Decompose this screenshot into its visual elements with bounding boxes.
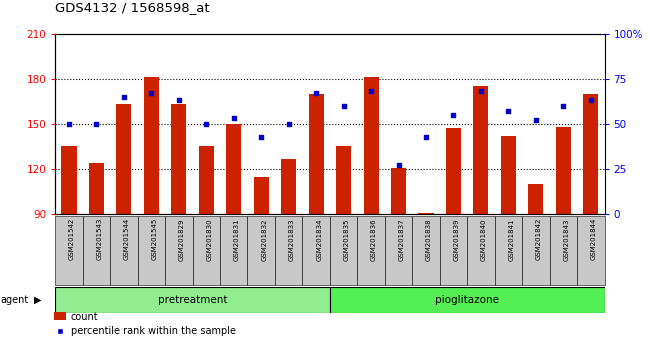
Point — [64, 121, 74, 127]
Bar — [583, 94, 598, 214]
Bar — [83, 216, 110, 285]
Bar — [281, 159, 296, 214]
Bar — [412, 216, 439, 285]
Bar — [220, 216, 248, 285]
Bar — [254, 177, 268, 214]
Bar — [391, 167, 406, 214]
Bar — [550, 216, 577, 285]
Text: GSM201836: GSM201836 — [371, 218, 377, 261]
Bar — [89, 163, 104, 214]
Text: GSM201830: GSM201830 — [206, 218, 213, 261]
Point — [311, 90, 321, 96]
Point — [530, 118, 541, 123]
Text: GDS4132 / 1568598_at: GDS4132 / 1568598_at — [55, 1, 210, 14]
Point — [174, 98, 184, 103]
Text: GSM201838: GSM201838 — [426, 218, 432, 261]
Bar — [330, 216, 358, 285]
Bar — [138, 216, 165, 285]
Text: GSM201835: GSM201835 — [344, 218, 350, 261]
Text: GSM201840: GSM201840 — [481, 218, 487, 261]
Bar — [528, 184, 543, 214]
Bar — [358, 216, 385, 285]
Bar — [495, 216, 522, 285]
Bar — [302, 216, 330, 285]
Bar — [144, 77, 159, 214]
Text: GSM201843: GSM201843 — [564, 218, 569, 261]
Point — [119, 94, 129, 99]
Point — [476, 88, 486, 94]
Point — [393, 162, 404, 168]
Text: GSM201829: GSM201829 — [179, 218, 185, 261]
Text: GSM201841: GSM201841 — [508, 218, 514, 261]
Bar — [467, 216, 495, 285]
Bar — [385, 216, 412, 285]
Bar — [55, 216, 83, 285]
Bar — [522, 216, 550, 285]
Text: GSM201842: GSM201842 — [536, 218, 542, 261]
Bar — [172, 104, 187, 214]
Point — [586, 98, 596, 103]
Bar — [62, 147, 77, 214]
Point — [201, 121, 211, 127]
Bar — [336, 147, 351, 214]
Text: GSM201542: GSM201542 — [69, 218, 75, 260]
Point — [366, 88, 376, 94]
Legend: count, percentile rank within the sample: count, percentile rank within the sample — [50, 308, 240, 340]
Bar — [116, 104, 131, 214]
Text: GSM201543: GSM201543 — [96, 218, 103, 261]
Text: GSM201839: GSM201839 — [454, 218, 460, 261]
Bar — [577, 216, 605, 285]
Text: GSM201831: GSM201831 — [234, 218, 240, 261]
Bar — [419, 213, 434, 214]
Bar — [199, 147, 214, 214]
Bar — [275, 216, 302, 285]
Point — [283, 121, 294, 127]
Point — [91, 121, 101, 127]
Bar — [111, 216, 138, 285]
Point — [339, 103, 349, 109]
Bar — [439, 216, 467, 285]
Point — [146, 90, 157, 96]
Text: GSM201837: GSM201837 — [398, 218, 404, 261]
Text: GSM201545: GSM201545 — [151, 218, 157, 260]
Bar — [165, 216, 192, 285]
Text: GSM201834: GSM201834 — [316, 218, 322, 261]
Text: GSM201544: GSM201544 — [124, 218, 130, 260]
Point — [448, 112, 459, 118]
Text: GSM201832: GSM201832 — [261, 218, 267, 261]
Point — [558, 103, 569, 109]
Bar — [309, 94, 324, 214]
Point — [503, 108, 514, 114]
Text: GSM201833: GSM201833 — [289, 218, 294, 261]
Text: pretreatment: pretreatment — [158, 295, 227, 305]
Text: GSM201844: GSM201844 — [591, 218, 597, 261]
Text: agent: agent — [1, 295, 29, 305]
Bar — [55, 287, 330, 313]
Bar — [446, 129, 461, 214]
Bar — [192, 216, 220, 285]
Point — [256, 134, 266, 139]
Bar — [330, 287, 604, 313]
Point — [229, 116, 239, 121]
Bar — [473, 86, 488, 214]
Text: ▶: ▶ — [34, 295, 42, 305]
Text: pioglitazone: pioglitazone — [436, 295, 499, 305]
Bar — [501, 136, 516, 214]
Bar — [226, 124, 241, 214]
Bar — [556, 127, 571, 214]
Bar — [363, 77, 378, 214]
Bar — [248, 216, 275, 285]
Point — [421, 134, 431, 139]
